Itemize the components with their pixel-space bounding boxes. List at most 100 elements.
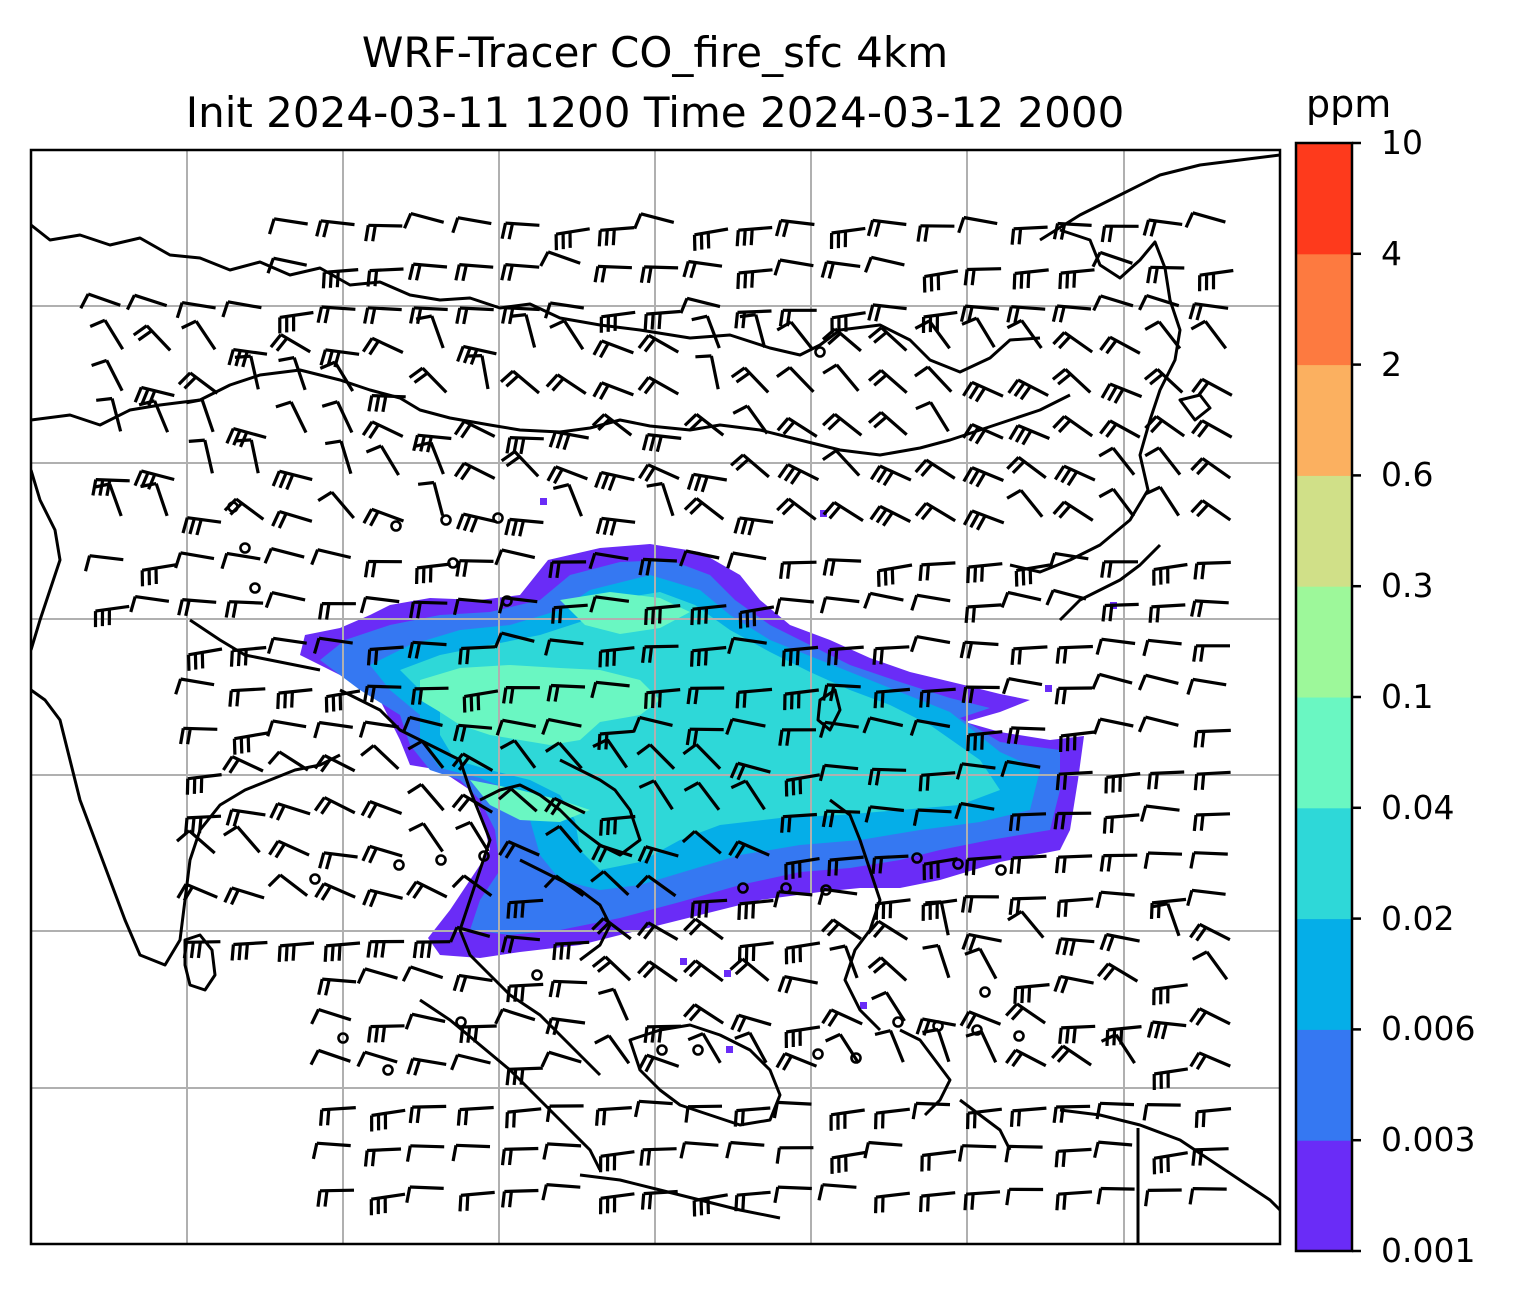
wind-barb [914,319,951,350]
wind-barb [363,306,402,325]
calm-wind-marker [932,1020,944,1032]
wind-barb [867,956,908,982]
plume-contour-level [420,592,690,822]
wind-barb [1005,1048,1047,1068]
wind-barb [452,973,493,993]
wind-barb [690,604,727,626]
wind-barb [316,1188,355,1207]
wind-barb [362,507,405,527]
wind-barb [310,548,352,566]
wind-barb [729,957,770,982]
wind-barb [732,404,769,435]
wind-barb [449,925,491,943]
wind-barb [1193,770,1231,791]
calm-wind-marker [531,969,543,981]
wind-barb [964,855,1002,876]
colorbar-segment [1296,697,1352,809]
wind-barb [266,256,308,274]
plume-speck [540,498,547,505]
wind-barb [1091,672,1133,690]
wind-barb [633,212,675,230]
wind-barb [500,263,540,282]
coastline-segment [579,1173,781,1220]
wind-barb [549,319,585,351]
wind-barb [739,313,767,348]
colorbar-tick-label: 0.006 [1381,1009,1476,1049]
wind-barb [819,596,860,614]
wind-barb [321,400,354,434]
wind-barb [910,593,951,611]
wind-barb [313,796,356,815]
wind-barb [863,1140,903,1159]
wind-barb [772,1100,812,1119]
wind-barb [685,727,724,746]
wind-barb [500,935,541,954]
wind-barb [599,1192,635,1215]
wind-barb [1137,715,1179,733]
wind-barb [182,940,221,959]
wind-barb [222,755,264,774]
wind-barb [640,1189,678,1210]
wind-barb [1052,221,1092,240]
wind-barb [1100,1033,1136,1064]
wind-barb [775,1052,818,1071]
map-frame [29,148,1282,1246]
wind-barb [1048,551,1089,570]
wind-barb [909,635,951,653]
wind-barb [174,677,215,695]
wind-barb [548,430,589,451]
wind-barb [1000,590,1042,608]
wind-barb [83,554,124,572]
wind-barb [455,820,490,853]
wind-barb [830,1150,866,1174]
wind-barb [818,720,859,739]
wind-barb [955,762,996,780]
wind-barb [494,548,536,566]
wind-barb [1004,1144,1043,1163]
wind-barb [505,1066,543,1086]
wind-barb [591,917,632,941]
wind-barb [1144,1188,1182,1207]
wind-barb [415,314,445,349]
wind-barb [451,793,494,814]
wind-barb [499,739,537,769]
wind-barb [863,591,904,609]
wind-barb [1098,487,1135,518]
wind-barb [1058,268,1095,290]
wind-barb [738,605,775,629]
wind-barb [129,595,170,613]
wind-barb [174,551,215,569]
wind-barb [554,227,590,251]
wind-barb [1104,772,1141,794]
colorbar-segment [1296,364,1352,476]
wind-barb [734,1190,771,1212]
wind-barb [1194,1107,1232,1128]
wind-barb [415,562,451,585]
wind-barb [552,940,590,961]
calm-wind-marker [814,346,826,358]
wind-barb [278,310,314,334]
coastline-segment [31,368,1071,457]
wind-barb [370,1108,406,1132]
wind-barb [821,327,862,353]
wind-barb [1143,368,1184,394]
wind-barb [827,645,864,666]
wind-barb [595,1106,632,1126]
wind-barb [543,301,585,319]
wind-barb [873,687,911,709]
wind-barb [1148,603,1186,623]
calm-wind-marker [382,1064,394,1076]
wind-barb [548,979,588,998]
wind-barb [452,723,493,742]
wind-barb [591,843,633,863]
wind-barb [1013,983,1050,1004]
wind-barb [686,686,725,705]
wind-barb [821,449,861,477]
wind-barb [234,354,260,390]
wind-barb [402,715,443,733]
wind-barb [314,882,356,901]
wind-barb [1007,910,1045,939]
calm-wind-marker [911,852,923,864]
wind-barb [407,739,445,769]
wind-barb [1053,974,1094,994]
